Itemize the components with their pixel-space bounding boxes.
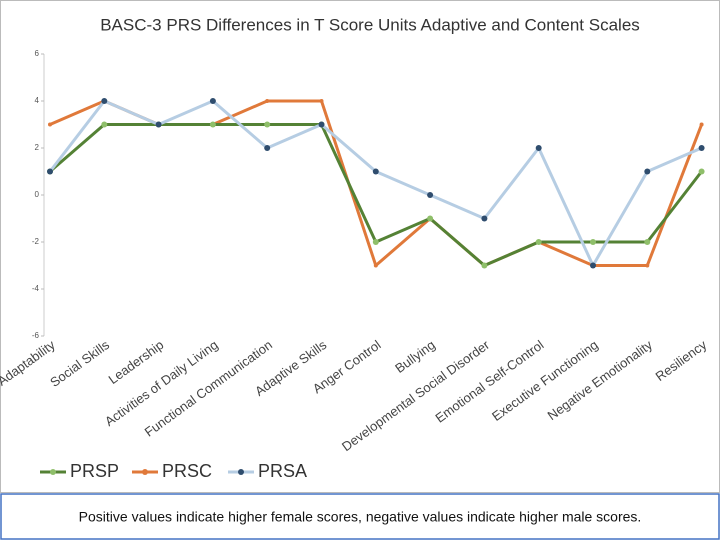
data-point [590,262,596,269]
data-point [264,121,271,128]
chart-title: BASC-3 PRS Differences in T Score Units … [100,15,640,34]
data-point [535,145,542,151]
data-point [698,145,705,151]
note: Positive values indicate higher female s… [79,509,642,525]
data-point [209,98,216,104]
data-point [372,168,379,175]
y-tick-label: -2 [32,237,40,246]
data-point [481,262,488,269]
data-point [427,215,434,222]
chart-frame [0,0,720,493]
y-tick-label: 2 [35,143,40,152]
legend-marker [50,469,56,475]
data-point [644,168,651,175]
data-point [155,121,162,128]
data-point [209,121,216,128]
y-tick-label: 4 [35,96,40,105]
data-point [319,99,324,103]
data-point [318,121,325,128]
data-point [265,99,270,103]
data-point [699,122,704,127]
legend-label: PRSP [70,461,119,481]
y-tick-label: 6 [35,49,40,58]
y-tick-label: -6 [32,331,40,340]
legend-marker [238,469,244,475]
data-point [481,215,488,222]
data-point [427,192,434,198]
data-point [644,239,651,245]
note-box [0,493,720,540]
data-point [645,263,650,268]
data-point [101,98,108,104]
y-tick-label: 0 [35,190,40,199]
y-tick-label: -4 [32,284,40,293]
data-point [48,122,52,127]
data-point [372,239,379,245]
data-point [47,168,53,175]
data-point [264,145,271,151]
legend-label: PRSC [162,461,212,481]
data-point [373,263,378,268]
data-point [698,168,705,175]
data-point [101,121,108,128]
legend-marker [142,469,148,475]
legend-label: PRSA [258,461,307,481]
data-point [590,239,596,245]
data-point [535,239,542,245]
